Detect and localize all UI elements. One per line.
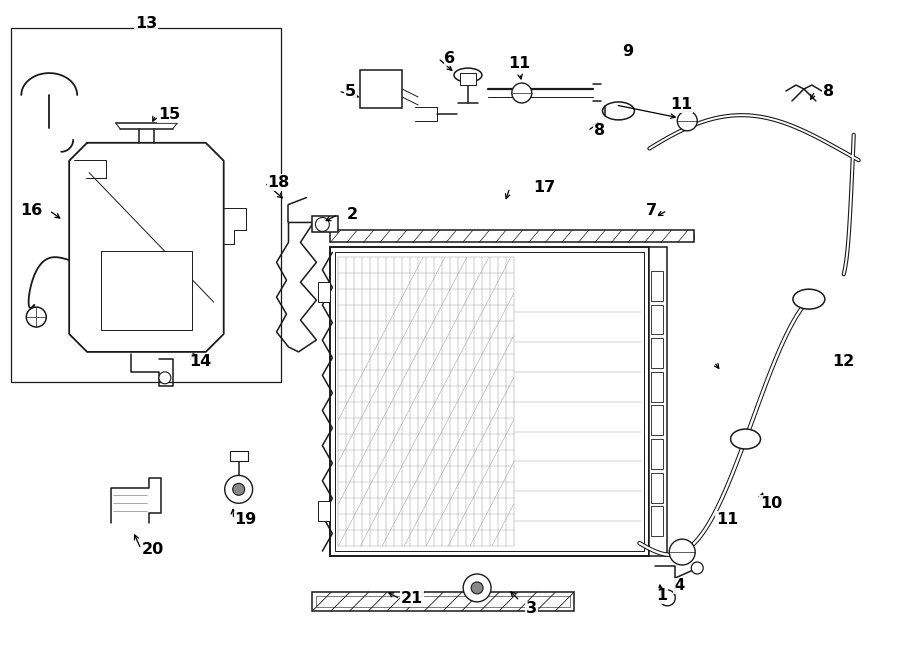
Text: 14: 14 — [190, 354, 212, 369]
Circle shape — [670, 539, 695, 565]
Text: 4: 4 — [674, 579, 684, 593]
Circle shape — [471, 582, 483, 594]
Ellipse shape — [454, 68, 482, 82]
Bar — [652, 338, 663, 368]
Text: 9: 9 — [622, 44, 633, 59]
Circle shape — [315, 218, 329, 232]
Circle shape — [512, 83, 532, 103]
Bar — [652, 506, 663, 536]
Text: 21: 21 — [401, 591, 423, 606]
Bar — [652, 439, 663, 469]
Text: 10: 10 — [760, 496, 782, 511]
Bar — [230, 451, 248, 461]
Bar — [12, 28, 281, 382]
Text: 11: 11 — [508, 56, 531, 71]
Ellipse shape — [602, 102, 634, 120]
Text: 11: 11 — [670, 97, 692, 113]
Bar — [652, 305, 663, 334]
Text: 17: 17 — [534, 180, 556, 195]
Text: 12: 12 — [832, 354, 855, 369]
Text: 8: 8 — [824, 83, 834, 99]
Circle shape — [678, 111, 698, 131]
Circle shape — [26, 307, 46, 327]
Text: 6: 6 — [445, 51, 455, 66]
Bar — [319, 282, 330, 302]
Text: 5: 5 — [345, 83, 356, 99]
Text: 18: 18 — [267, 175, 290, 190]
Text: 3: 3 — [526, 601, 537, 616]
Bar — [312, 592, 574, 611]
Bar — [652, 405, 663, 436]
Text: 1: 1 — [656, 589, 667, 603]
Bar — [319, 501, 330, 521]
Circle shape — [225, 475, 253, 503]
Text: 13: 13 — [135, 16, 158, 31]
Circle shape — [464, 574, 491, 602]
Text: 20: 20 — [142, 542, 164, 557]
Circle shape — [159, 372, 171, 384]
Circle shape — [233, 483, 245, 495]
Bar — [101, 250, 192, 330]
Bar — [652, 271, 663, 301]
Bar — [330, 248, 650, 556]
Bar — [650, 248, 667, 556]
Text: 16: 16 — [20, 203, 42, 218]
Text: 2: 2 — [346, 207, 358, 222]
Bar — [330, 230, 694, 242]
Ellipse shape — [793, 289, 824, 309]
Bar — [317, 596, 570, 607]
Text: 11: 11 — [716, 512, 738, 527]
Circle shape — [691, 562, 703, 574]
Circle shape — [660, 590, 675, 606]
Bar — [652, 372, 663, 402]
Bar — [652, 473, 663, 502]
Text: 8: 8 — [594, 123, 605, 138]
Bar — [460, 73, 476, 85]
Text: 15: 15 — [158, 107, 180, 122]
Ellipse shape — [731, 429, 760, 449]
Bar — [312, 216, 338, 232]
Text: 7: 7 — [646, 203, 657, 218]
Bar — [336, 252, 644, 551]
Bar — [360, 70, 402, 108]
Text: 19: 19 — [235, 512, 256, 527]
Bar — [330, 234, 694, 240]
